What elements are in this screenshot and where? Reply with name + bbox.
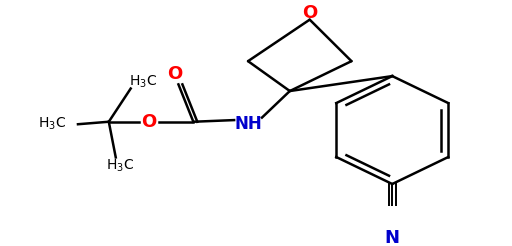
Text: H$_3$C: H$_3$C [38, 116, 66, 132]
Text: N: N [385, 229, 400, 246]
Text: NH: NH [234, 115, 262, 133]
Text: O: O [167, 65, 182, 83]
Text: O: O [141, 113, 156, 131]
Text: O: O [302, 4, 317, 22]
Text: H$_3$C: H$_3$C [129, 74, 157, 90]
Text: H$_3$C: H$_3$C [106, 157, 134, 174]
